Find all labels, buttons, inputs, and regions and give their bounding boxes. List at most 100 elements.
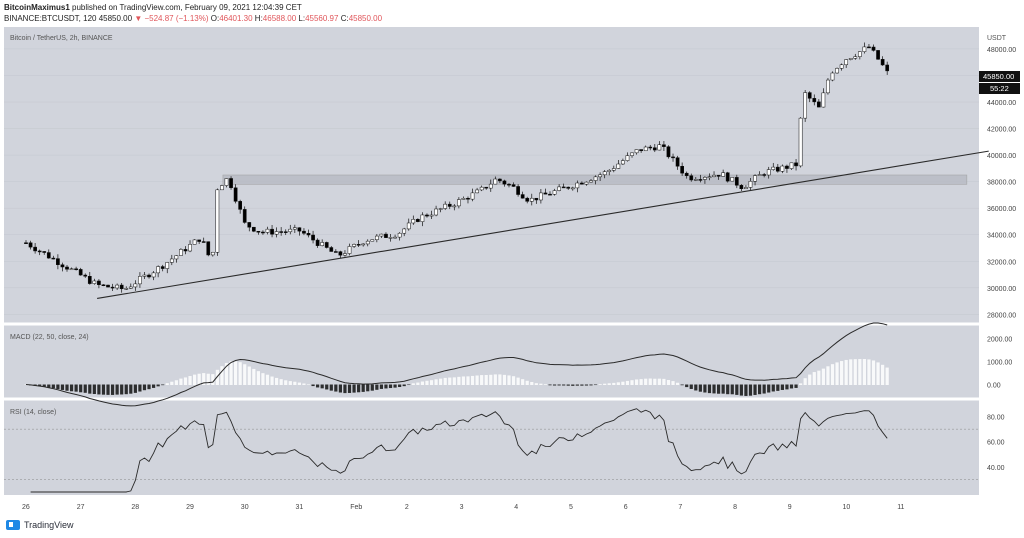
macd-histogram-bar bbox=[270, 376, 274, 385]
candle-body bbox=[780, 165, 785, 172]
macd-histogram-bar bbox=[603, 383, 607, 385]
candle-body bbox=[584, 181, 589, 185]
rsi-legend: RSI (14, close) bbox=[10, 409, 56, 416]
time-tick-label: Feb bbox=[350, 504, 362, 511]
candle-body bbox=[680, 166, 684, 174]
macd-histogram-bar bbox=[156, 384, 160, 387]
tradingview-logo[interactable]: TradingView bbox=[6, 520, 74, 530]
macd-histogram-bar bbox=[334, 384, 338, 392]
macd-histogram-bar bbox=[621, 381, 625, 385]
price-tick-label: 36000.00 bbox=[987, 206, 1016, 213]
macd-histogram-bar bbox=[220, 366, 224, 385]
macd-histogram-bar bbox=[97, 384, 101, 395]
candle-body bbox=[507, 183, 511, 186]
candle-body bbox=[602, 171, 607, 176]
rsi-series bbox=[4, 408, 979, 493]
candle-body bbox=[356, 244, 361, 246]
chart-canvas[interactable]: Bitcoin / TetherUS, 2h, BINANCE USDT MAC… bbox=[4, 27, 1020, 516]
candle-body bbox=[283, 231, 288, 233]
candle-body bbox=[147, 274, 151, 278]
candle-body bbox=[46, 252, 51, 259]
macd-histogram-bar bbox=[92, 384, 96, 395]
macd-histogram-bar bbox=[757, 384, 762, 395]
candle-body bbox=[657, 144, 662, 151]
candle-body bbox=[406, 222, 411, 230]
candle-body bbox=[379, 233, 384, 237]
price-tick-label: 40000.00 bbox=[987, 153, 1016, 160]
candle-body bbox=[876, 50, 880, 60]
rsi-line bbox=[30, 408, 888, 493]
macd-histogram-bar bbox=[393, 384, 397, 388]
candle-body bbox=[520, 194, 525, 199]
candle-body bbox=[188, 244, 192, 252]
author-name[interactable]: BitcoinMaximus1 bbox=[4, 3, 70, 12]
price-tick-label: 30000.00 bbox=[987, 286, 1016, 293]
price-tick-label: 44000.00 bbox=[987, 100, 1016, 107]
candle-body bbox=[270, 228, 274, 235]
macd-histogram-bar bbox=[871, 360, 876, 385]
macd-histogram-bar bbox=[821, 368, 825, 385]
candle-body bbox=[233, 187, 238, 202]
candle-body bbox=[420, 214, 425, 222]
macd-histogram-bar bbox=[151, 384, 156, 388]
candle-body bbox=[844, 59, 849, 66]
candle-body bbox=[338, 251, 343, 256]
macd-histogram-bar bbox=[644, 378, 648, 385]
time-axis[interactable]: 26 27 28 29 30 31 Feb 2 3 4 5 6 7 8 9 10 11 bbox=[22, 504, 905, 511]
candle-body bbox=[160, 266, 165, 269]
macd-histogram-bar bbox=[361, 384, 365, 392]
macd-histogram-bar bbox=[507, 375, 511, 385]
brand-name: TradingView bbox=[24, 520, 74, 530]
candle-body bbox=[630, 152, 634, 156]
candle-body bbox=[853, 56, 858, 59]
candle-body bbox=[580, 182, 584, 185]
time-tick-label: 8 bbox=[733, 504, 737, 511]
macd-histogram-bar bbox=[238, 362, 242, 385]
candle-body bbox=[479, 186, 484, 191]
candle-body bbox=[138, 276, 142, 285]
last-price: 45850.00 bbox=[98, 14, 133, 23]
candle-body bbox=[871, 46, 876, 51]
candle-body bbox=[816, 101, 821, 108]
candle-body bbox=[256, 231, 261, 233]
macd-histogram-bar bbox=[439, 378, 443, 385]
macd-histogram-bar bbox=[593, 384, 598, 386]
last-price-badge: 45850.00 bbox=[983, 72, 1014, 81]
close-label: C: bbox=[340, 14, 349, 23]
candle-body bbox=[798, 117, 803, 167]
macd-histogram-bar bbox=[316, 384, 320, 388]
macd-histogram-bar bbox=[853, 359, 857, 385]
price-tick-label: 32000.00 bbox=[987, 259, 1016, 266]
candle-body bbox=[329, 247, 334, 252]
time-tick-label: 9 bbox=[788, 504, 792, 511]
macd-histogram-bar bbox=[493, 374, 497, 385]
candle-body bbox=[766, 169, 771, 176]
price-tick-label: 42000.00 bbox=[987, 127, 1016, 134]
macd-histogram-bar bbox=[648, 378, 652, 385]
candle-body bbox=[848, 58, 853, 60]
candle-body bbox=[69, 268, 74, 271]
candle-body bbox=[174, 255, 179, 260]
macd-histogram-bar bbox=[407, 384, 411, 386]
macd-histogram-bar bbox=[566, 384, 570, 386]
macd-histogram-bar bbox=[799, 383, 803, 385]
candle-body bbox=[201, 241, 206, 243]
macd-histogram-bar bbox=[607, 383, 611, 385]
macd-histogram-bar bbox=[42, 384, 46, 387]
candle-body bbox=[684, 172, 689, 176]
candle-body bbox=[320, 242, 325, 246]
candle-body bbox=[625, 155, 630, 161]
macd-histogram-bar bbox=[174, 380, 178, 385]
macd-histogram-bar bbox=[275, 377, 279, 385]
candle-body bbox=[429, 214, 434, 217]
macd-histogram-bar bbox=[357, 384, 361, 393]
candle-body bbox=[744, 187, 748, 190]
candle-body bbox=[151, 272, 156, 278]
candle-body bbox=[566, 186, 571, 189]
ascending-trendline[interactable] bbox=[97, 150, 989, 299]
chart-container[interactable]: Bitcoin / TetherUS, 2h, BINANCE USDT MAC… bbox=[4, 27, 1020, 516]
candle-body bbox=[192, 239, 197, 245]
price-axis-bg bbox=[979, 27, 1020, 516]
macd-histogram-bar bbox=[748, 384, 753, 396]
candle-body bbox=[197, 239, 201, 242]
